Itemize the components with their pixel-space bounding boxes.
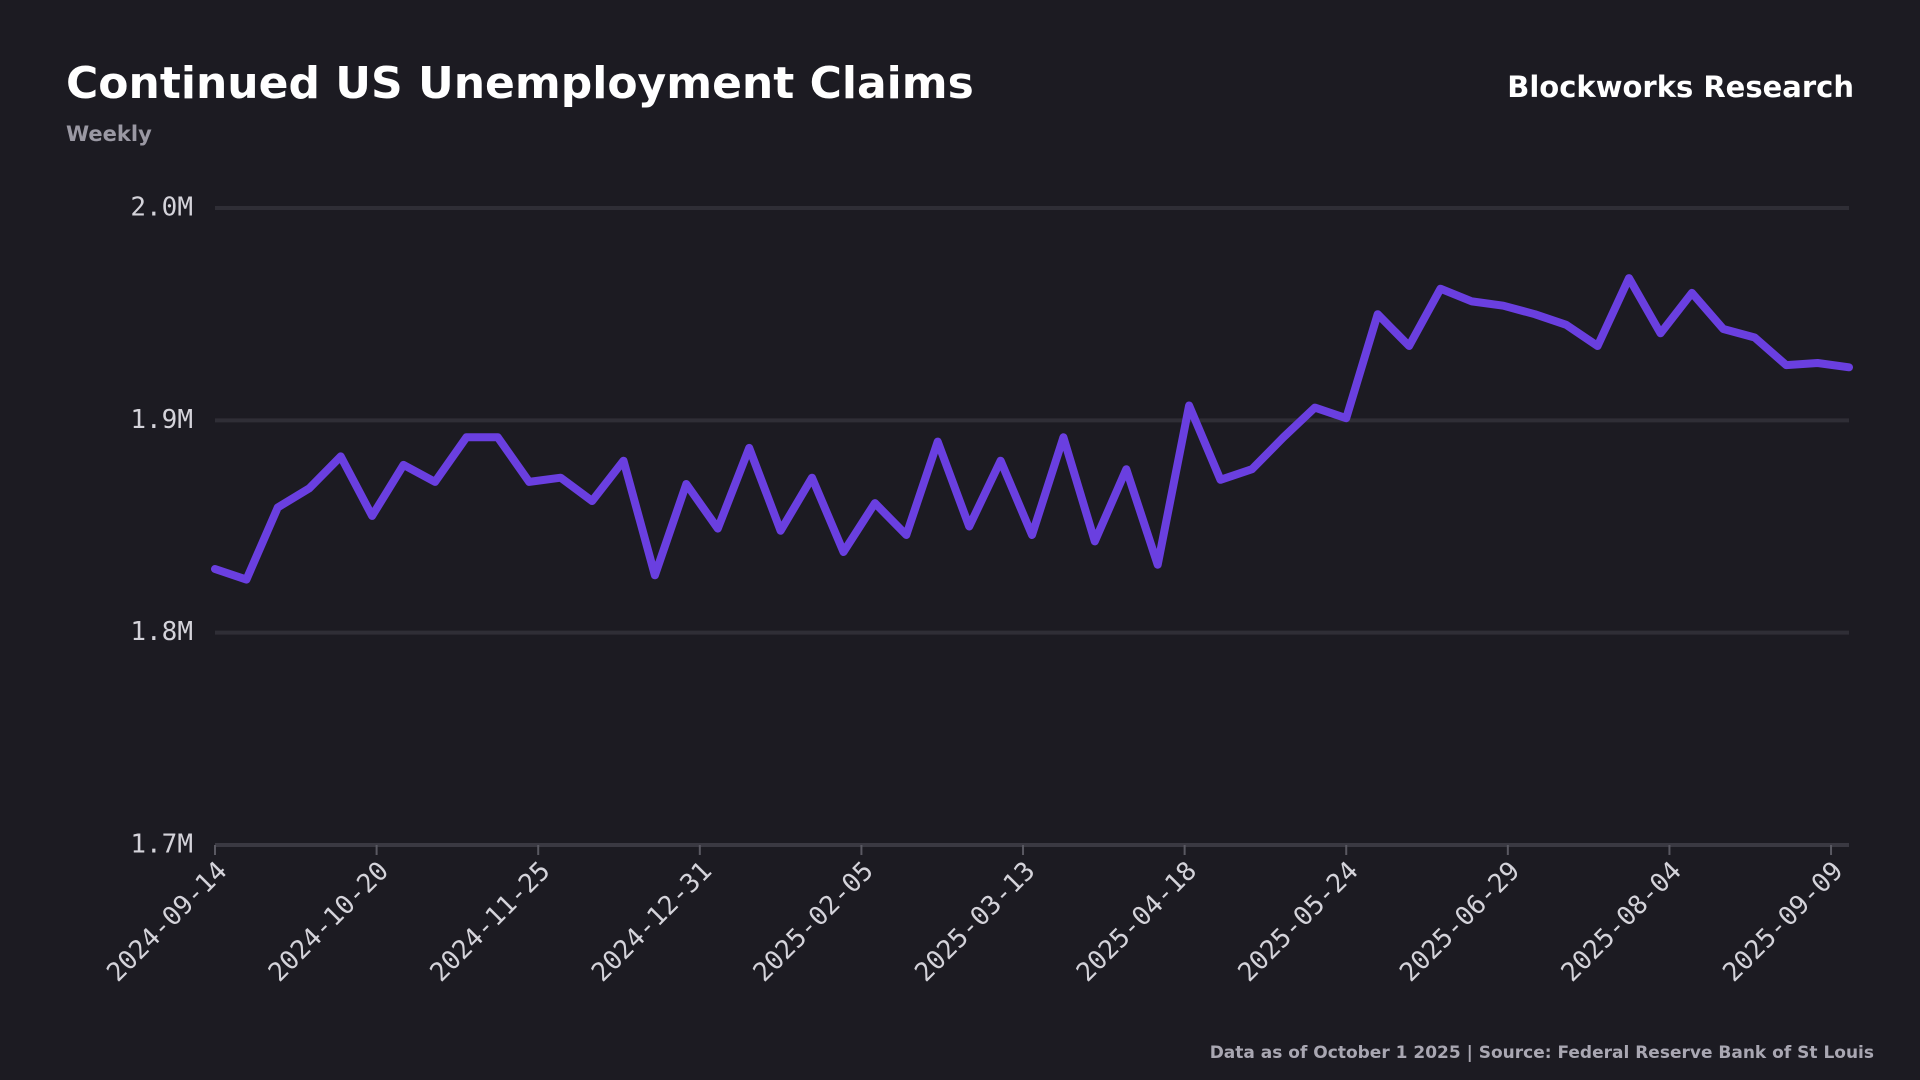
footer: Data as of October 1 2025 | Source: Fede… bbox=[1210, 1043, 1874, 1063]
subtitle: Weekly bbox=[66, 122, 152, 146]
brand: Blockworks Research bbox=[1507, 70, 1854, 104]
y-tick-label: 1.9M bbox=[130, 405, 193, 435]
chart-title: Continued US Unemployment Claims bbox=[66, 58, 974, 109]
y-tick-label: 1.8M bbox=[130, 617, 193, 647]
y-tick-label: 1.7M bbox=[130, 830, 193, 860]
line bbox=[211, 274, 1853, 584]
y-tick-label: 2.0M bbox=[130, 193, 193, 223]
